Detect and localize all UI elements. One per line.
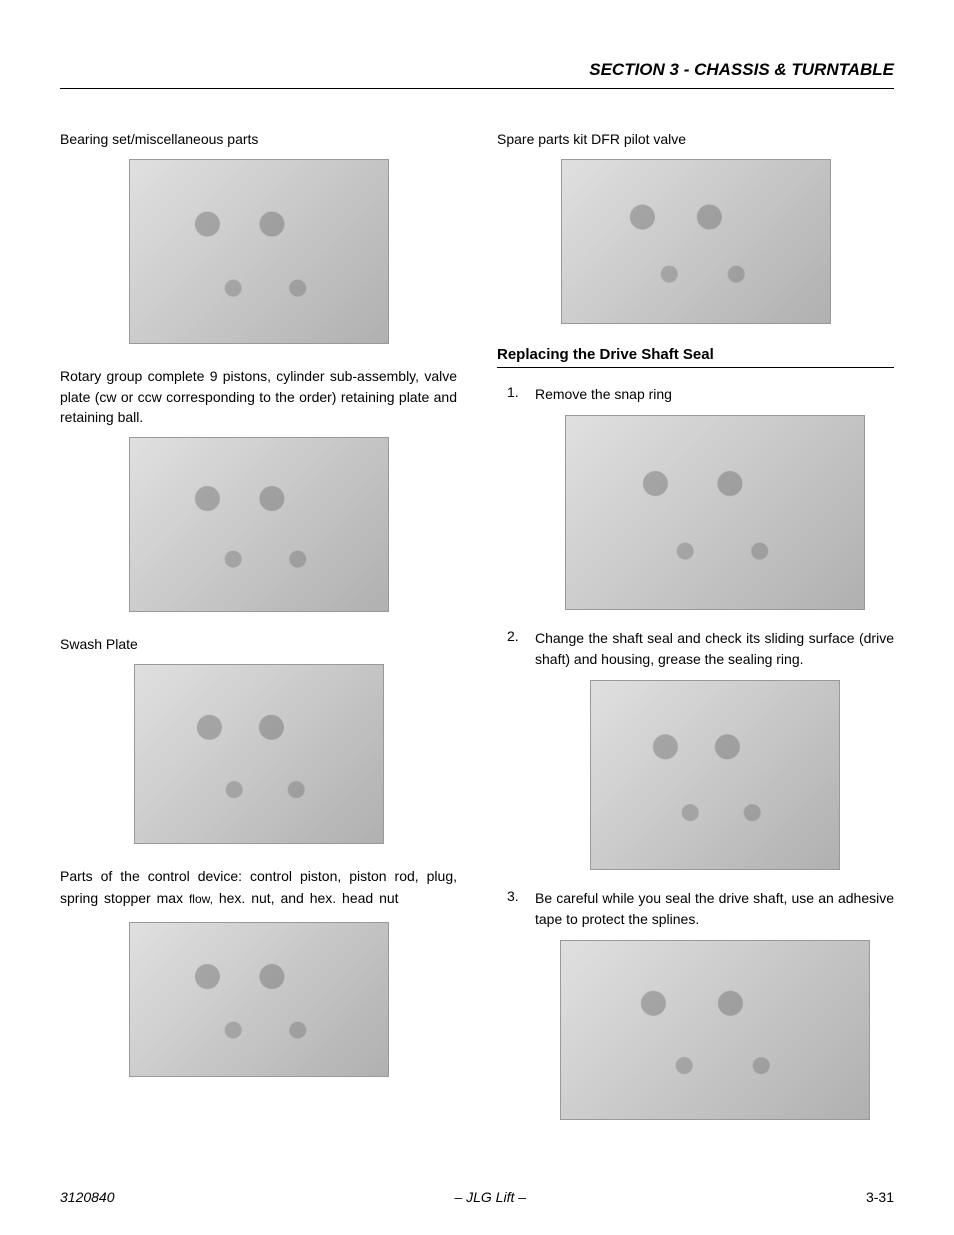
figure-block-dfr: Spare parts kit DFR pilot valve	[497, 129, 894, 324]
figure-image-placeholder	[565, 415, 865, 610]
figure-control	[60, 922, 457, 1077]
step-3-number: 3.	[507, 888, 519, 904]
subheading-drive-shaft: Replacing the Drive Shaft Seal	[497, 346, 894, 368]
section-title: SECTION 3 - CHASSIS & TURNTABLE	[589, 60, 894, 79]
figure-image-placeholder	[129, 159, 389, 344]
caption-bearing: Bearing set/miscellaneous parts	[60, 129, 457, 149]
figure-swash	[60, 664, 457, 844]
step-2-text: Change the shaft seal and check its slid…	[535, 628, 894, 670]
step-3: 3. Be careful while you seal the drive s…	[497, 888, 894, 1120]
left-column: Bearing set/miscellaneous parts Rotary g…	[60, 129, 457, 1138]
figure-image-placeholder	[560, 940, 870, 1120]
caption-dfr: Spare parts kit DFR pilot valve	[497, 129, 894, 149]
figure-image-placeholder	[134, 664, 384, 844]
footer-center: – JLG Lift –	[454, 1189, 526, 1205]
page-content: Bearing set/miscellaneous parts Rotary g…	[60, 129, 894, 1138]
step-2-number: 2.	[507, 628, 519, 644]
figure-bearing	[60, 159, 457, 344]
figure-block-rotary: Rotary group complete 9 pistons, cylinde…	[60, 366, 457, 612]
figure-step-2	[535, 680, 894, 870]
caption-control-c: hex. nut, and hex. head nut	[213, 890, 399, 906]
step-3-text: Be careful while you seal the drive shaf…	[535, 888, 894, 930]
procedure-steps: 1. Remove the snap ring 2. Change the sh…	[497, 384, 894, 1120]
step-1-number: 1.	[507, 384, 519, 400]
figure-step-1	[535, 415, 894, 610]
footer-doc-number: 3120840	[60, 1189, 115, 1205]
step-2: 2. Change the shaft seal and check its s…	[497, 628, 894, 870]
figure-dfr	[497, 159, 894, 324]
figure-image-placeholder	[590, 680, 840, 870]
figure-step-3	[535, 940, 894, 1120]
step-1: 1. Remove the snap ring	[497, 384, 894, 610]
caption-control: Parts of the control device: control pis…	[60, 866, 457, 909]
figure-image-placeholder	[561, 159, 831, 324]
step-1-text: Remove the snap ring	[535, 384, 894, 405]
caption-control-b: flow,	[189, 892, 213, 906]
caption-rotary: Rotary group complete 9 pistons, cylinde…	[60, 366, 457, 427]
right-column: Spare parts kit DFR pilot valve Replacin…	[497, 129, 894, 1138]
figure-image-placeholder	[129, 437, 389, 612]
page-footer: 3120840 – JLG Lift – 3-31	[60, 1189, 894, 1205]
section-header: SECTION 3 - CHASSIS & TURNTABLE	[60, 60, 894, 89]
figure-block-control: Parts of the control device: control pis…	[60, 866, 457, 1076]
figure-block-swash: Swash Plate	[60, 634, 457, 844]
figure-block-bearing: Bearing set/miscellaneous parts	[60, 129, 457, 344]
figure-image-placeholder	[129, 922, 389, 1077]
figure-rotary	[60, 437, 457, 612]
caption-swash: Swash Plate	[60, 634, 457, 654]
footer-page-number: 3-31	[866, 1189, 894, 1205]
